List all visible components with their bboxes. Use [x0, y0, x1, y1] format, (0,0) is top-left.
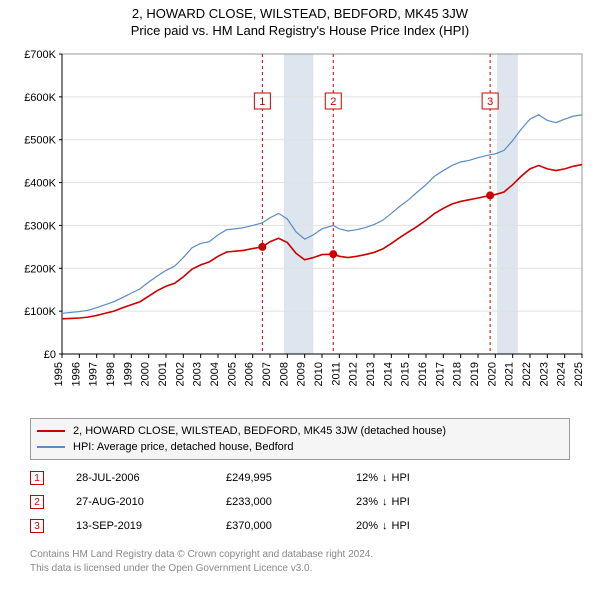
- svg-text:2007: 2007: [261, 362, 273, 386]
- svg-text:2020: 2020: [486, 362, 498, 386]
- legend-label-hpi: HPI: Average price, detached house, Bedf…: [73, 441, 294, 453]
- sale-marker-1: 1: [30, 471, 44, 485]
- svg-text:2006: 2006: [244, 362, 256, 386]
- svg-text:1: 1: [259, 96, 265, 108]
- svg-text:1996: 1996: [70, 362, 82, 386]
- sale-date-3: 13-SEP-2019: [76, 520, 226, 532]
- svg-text:2001: 2001: [157, 362, 169, 386]
- sales-table: 1 28-JUL-2006 £249,995 12% ↓ HPI 2 27-AU…: [30, 466, 570, 538]
- legend: 2, HOWARD CLOSE, WILSTEAD, BEDFORD, MK45…: [30, 418, 570, 460]
- title-main: 2, HOWARD CLOSE, WILSTEAD, BEDFORD, MK45…: [0, 6, 600, 21]
- chart: £0 £100K £200K £300K £400K £500K £600K £700K 199…: [10, 50, 590, 410]
- legend-swatch-property: [37, 430, 65, 432]
- svg-text:£300K: £300K: [24, 220, 56, 232]
- svg-text:£200K: £200K: [24, 263, 56, 275]
- svg-text:2024: 2024: [556, 362, 568, 386]
- svg-text:2: 2: [330, 96, 336, 108]
- svg-text:£100K: £100K: [24, 306, 56, 318]
- svg-text:1997: 1997: [88, 362, 100, 386]
- svg-text:£400K: £400K: [24, 178, 56, 190]
- legend-row-property: 2, HOWARD CLOSE, WILSTEAD, BEDFORD, MK45…: [37, 423, 563, 439]
- svg-text:3: 3: [487, 96, 493, 108]
- legend-row-hpi: HPI: Average price, detached house, Bedf…: [37, 439, 563, 455]
- title-block: 2, HOWARD CLOSE, WILSTEAD, BEDFORD, MK45…: [0, 0, 600, 38]
- sale-marker-3: 3: [30, 519, 44, 533]
- arrow-down-icon: ↓: [382, 472, 388, 484]
- arrow-down-icon: ↓: [382, 496, 388, 508]
- legend-label-property: 2, HOWARD CLOSE, WILSTEAD, BEDFORD, MK45…: [73, 425, 446, 437]
- svg-text:2008: 2008: [278, 362, 290, 386]
- sale-date-2: 27-AUG-2010: [76, 496, 226, 508]
- sale-row-3: 3 13-SEP-2019 £370,000 20% ↓ HPI: [30, 514, 570, 538]
- svg-text:2005: 2005: [226, 362, 238, 386]
- footer: Contains HM Land Registry data © Crown c…: [30, 548, 373, 575]
- chart-svg: £0 £100K £200K £300K £400K £500K £600K £700K 199…: [10, 50, 590, 410]
- sale-delta-1: 12% ↓ HPI: [356, 472, 476, 484]
- svg-text:2022: 2022: [521, 362, 533, 386]
- svg-text:2012: 2012: [348, 362, 360, 386]
- svg-text:2014: 2014: [382, 362, 394, 386]
- sale-price-2: £233,000: [226, 496, 356, 508]
- footer-line1: Contains HM Land Registry data © Crown c…: [30, 548, 373, 562]
- sale-marker-2: 2: [30, 495, 44, 509]
- footer-line2: This data is licensed under the Open Gov…: [30, 562, 373, 576]
- sale-delta-2: 23% ↓ HPI: [356, 496, 476, 508]
- svg-text:2013: 2013: [365, 362, 377, 386]
- svg-text:1998: 1998: [105, 362, 117, 386]
- svg-text:2016: 2016: [417, 362, 429, 386]
- svg-text:£500K: £500K: [24, 135, 56, 147]
- sale-row-2: 2 27-AUG-2010 £233,000 23% ↓ HPI: [30, 490, 570, 514]
- legend-swatch-hpi: [37, 446, 65, 448]
- svg-text:2000: 2000: [140, 362, 152, 386]
- svg-text:2009: 2009: [296, 362, 308, 386]
- sale-price-3: £370,000: [226, 520, 356, 532]
- svg-text:2025: 2025: [573, 362, 585, 386]
- sale-price-1: £249,995: [226, 472, 356, 484]
- svg-text:2018: 2018: [452, 362, 464, 386]
- svg-text:2017: 2017: [434, 362, 446, 386]
- sale-row-1: 1 28-JUL-2006 £249,995 12% ↓ HPI: [30, 466, 570, 490]
- svg-text:2003: 2003: [192, 362, 204, 386]
- svg-text:£700K: £700K: [24, 50, 56, 61]
- svg-text:2015: 2015: [400, 362, 412, 386]
- arrow-down-icon: ↓: [382, 520, 388, 532]
- svg-text:2004: 2004: [209, 362, 221, 386]
- svg-text:1995: 1995: [53, 362, 65, 386]
- svg-text:2002: 2002: [174, 362, 186, 386]
- svg-text:1999: 1999: [122, 362, 134, 386]
- chart-container: 2, HOWARD CLOSE, WILSTEAD, BEDFORD, MK45…: [0, 0, 600, 590]
- svg-text:2021: 2021: [504, 362, 516, 386]
- svg-text:2019: 2019: [469, 362, 481, 386]
- svg-text:2011: 2011: [330, 362, 342, 386]
- svg-text:£0: £0: [44, 349, 56, 361]
- sale-delta-3: 20% ↓ HPI: [356, 520, 476, 532]
- svg-text:£600K: £600K: [24, 92, 56, 104]
- svg-text:2010: 2010: [313, 362, 325, 386]
- sale-date-1: 28-JUL-2006: [76, 472, 226, 484]
- svg-text:2023: 2023: [538, 362, 550, 386]
- title-sub: Price paid vs. HM Land Registry's House …: [0, 23, 600, 38]
